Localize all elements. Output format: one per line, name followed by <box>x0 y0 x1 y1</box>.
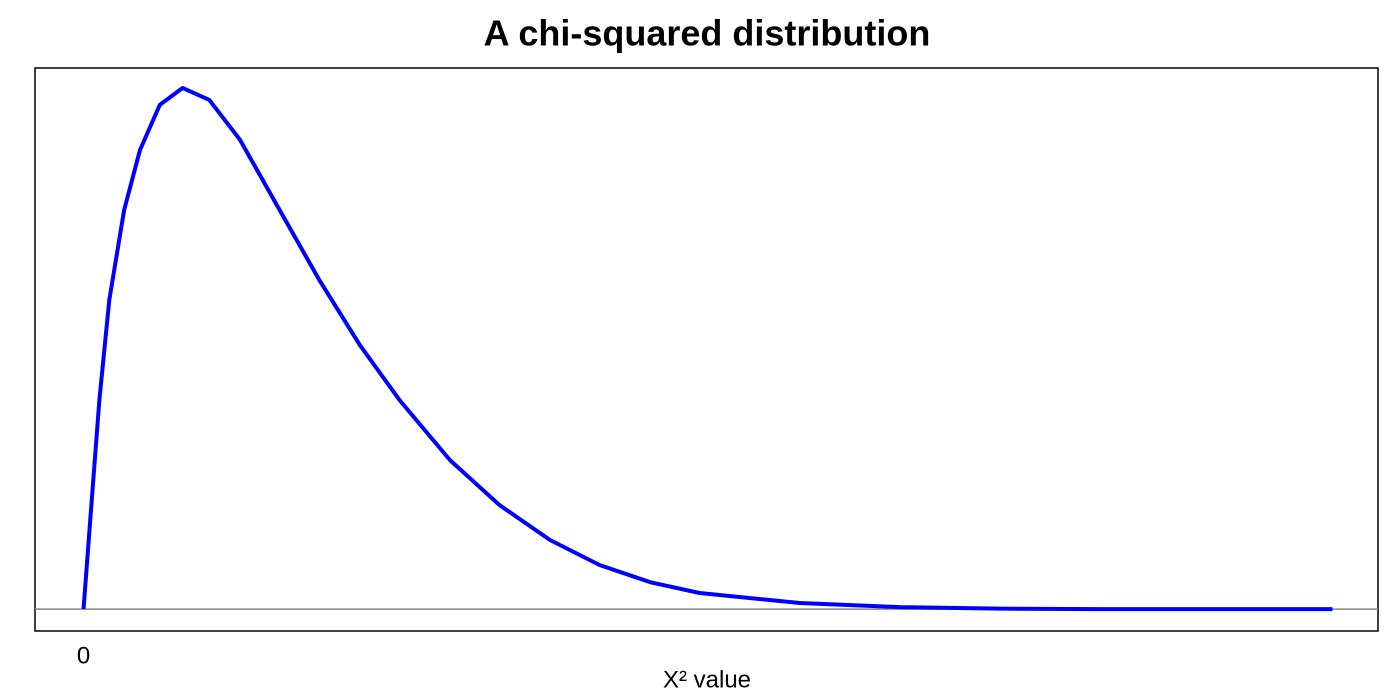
plot-frame <box>34 67 1379 632</box>
density-curve <box>81 85 1333 612</box>
x-tick-label: 0 <box>77 642 90 669</box>
chart-title: A chi-squared distribution <box>484 13 931 54</box>
x-axis-label: X² value <box>663 666 751 693</box>
